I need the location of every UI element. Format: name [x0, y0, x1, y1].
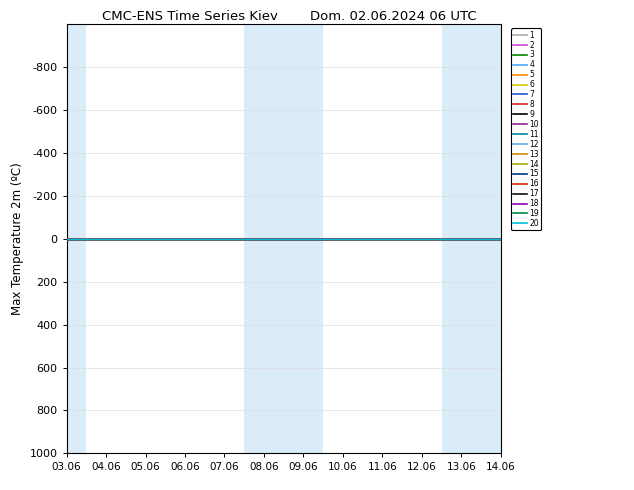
Text: CMC-ENS Time Series Kiev: CMC-ENS Time Series Kiev [102, 10, 278, 23]
Bar [442, 24, 501, 453]
Legend: 1, 2, 3, 4, 5, 6, 7, 8, 9, 10, 11, 12, 13, 14, 15, 16, 17, 18, 19, 20: 1, 2, 3, 4, 5, 6, 7, 8, 9, 10, 11, 12, 1… [511, 28, 541, 230]
Text: Dom. 02.06.2024 06 UTC: Dom. 02.06.2024 06 UTC [310, 10, 476, 23]
Y-axis label: Max Temperature 2m (ºC): Max Temperature 2m (ºC) [11, 163, 24, 315]
Bar [244, 24, 323, 453]
Bar [47, 24, 86, 453]
